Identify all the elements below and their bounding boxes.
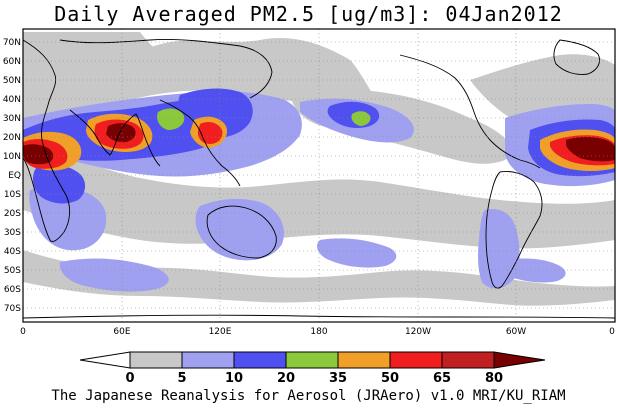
colorbar-label: 20 [277,371,295,386]
lon-tick-label: 120W [405,327,431,337]
colorbar-label: 0 [125,371,134,386]
coast-north-america [399,54,541,169]
lat-tick-label: 30S [4,228,21,238]
colorbar-arrow-low [79,351,131,369]
lat-tick-label: 60N [3,57,21,67]
lat-tick-label: 70S [4,304,21,314]
colorbar-label: 10 [225,371,243,386]
lat-tick-label: 20S [4,209,21,219]
shade-lightblue-south-indian [59,258,169,292]
shade-lightblue-south-africa [29,186,107,251]
lon-tick-label: 0 [20,327,26,337]
credit-footer: The Japanese Reanalysis for Aerosol (JRA… [51,388,566,404]
lat-tick-label: 10S [4,190,21,200]
lat-tick-label: 70N [3,38,21,48]
shade-lightblue-south-atlantic [500,258,566,283]
shade-darkred-india [106,123,136,143]
lat-tick-label: 40S [4,247,21,257]
shade-lightblue-australia [195,198,285,261]
coast-antarctica [22,314,616,319]
colorbar-label: 80 [485,371,503,386]
coast-east-asia [159,99,241,187]
map-frame [22,28,616,323]
shade-darkred-atlantic [566,137,615,162]
colorbar-label: 5 [177,371,186,386]
coast-south-america [485,171,543,289]
colorbar-swatch-20 [233,351,287,369]
lat-tick-label: 30N [3,114,21,124]
shade-grey-europe [23,32,270,118]
lon-axis: 0 60E 120E 180 120W 60W 0 [20,327,615,337]
shade-blue-central-africa [32,164,86,204]
colorbar-label: 65 [433,371,451,386]
shade-green-pacific [351,111,371,126]
coast-greenland [553,39,600,75]
coast-siberia [59,39,273,99]
lon-tick-label: 60W [506,327,526,337]
colorbar-swatch-35 [285,351,339,369]
lat-tick-label: 40N [3,95,21,105]
lat-tick-label: 10N [3,152,21,162]
lon-tick-label: 180 [310,327,327,337]
shade-lightblue-south-pacific [317,238,397,268]
colorbar-swatch-10 [181,351,235,369]
colorbar: 0 5 10 20 35 50 65 80 [79,351,546,386]
colorbar-swatch-80 [441,351,495,369]
lat-tick-label: 20N [3,133,21,143]
colorbar-swatch-5 [129,351,183,369]
colorbar-label: 35 [329,371,347,386]
lon-tick-label: 60E [113,327,130,337]
colorbar-arrow-high [493,351,546,369]
lat-axis: 70N 60N 50N 40N 30N 20N 10N EQ 10S 20S 3… [3,38,21,314]
graticule [23,29,615,322]
coastlines [22,39,616,319]
lon-tick-label: 120E [209,327,232,337]
coast-europe-africa [22,39,71,243]
lat-tick-label: EQ [8,171,21,181]
shade-red-china [197,122,223,144]
colorbar-swatch-65 [389,351,443,369]
colorbar-swatch-50 [337,351,391,369]
lon-tick-label: 0 [609,327,615,337]
map-title: Daily Averaged PM2.5 [ug/m3]: 04Jan2012 [54,2,563,26]
pm25-shading [23,32,615,306]
lat-tick-label: 50N [3,76,21,86]
lat-tick-label: 50S [4,266,21,276]
lat-tick-label: 60S [4,285,21,295]
coast-australia [206,205,277,259]
coast-arabia-india [69,109,161,167]
colorbar-label: 50 [381,371,399,386]
shade-darkred-africa [23,144,54,165]
shade-green-asia [157,108,185,130]
